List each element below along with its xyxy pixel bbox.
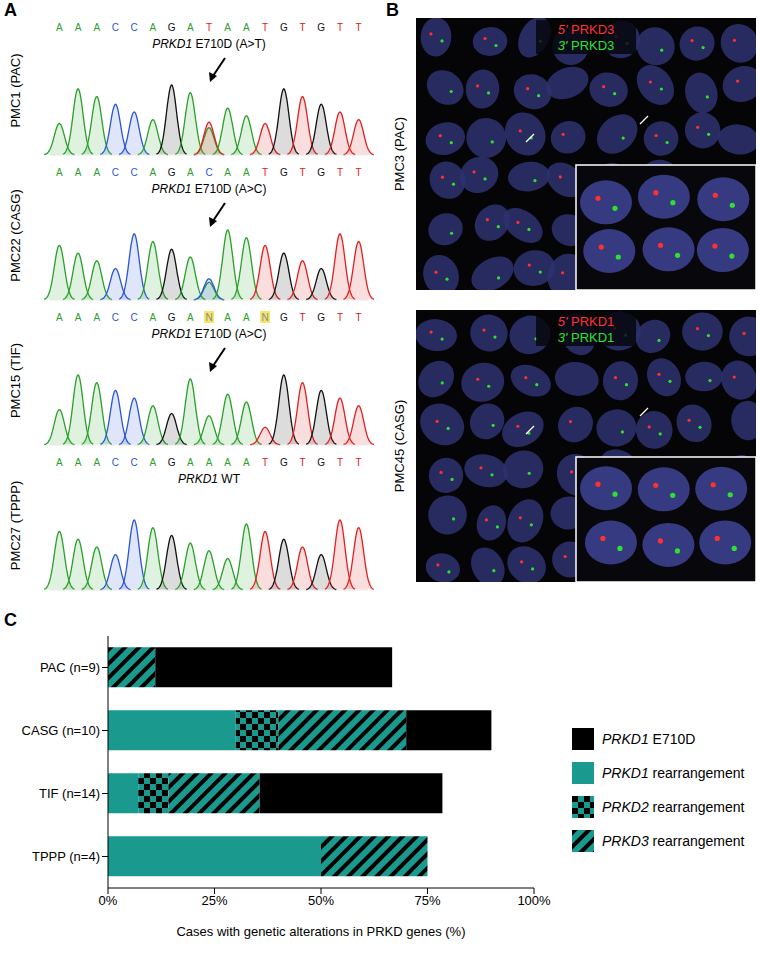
svg-text:A: A bbox=[150, 312, 157, 323]
svg-text:T: T bbox=[262, 167, 268, 178]
svg-text:50%: 50% bbox=[308, 893, 334, 908]
svg-text:C: C bbox=[131, 457, 138, 468]
svg-text:G: G bbox=[317, 457, 325, 468]
svg-text:PRKD1 E710D (A>C): PRKD1 E710D (A>C) bbox=[151, 327, 266, 341]
svg-text:G: G bbox=[168, 167, 176, 178]
svg-text:G: G bbox=[317, 167, 325, 178]
svg-text:A: A bbox=[93, 22, 100, 33]
svg-text:A: A bbox=[243, 167, 250, 178]
html-text:A: A bbox=[4, 0, 17, 20]
svg-text:3' PRKD1: 3' PRKD1 bbox=[558, 330, 615, 345]
svg-text:A: A bbox=[93, 167, 100, 178]
svg-text:A: A bbox=[243, 457, 250, 468]
svg-text:T: T bbox=[337, 312, 343, 323]
svg-text:A: A bbox=[93, 457, 100, 468]
svg-text:G: G bbox=[168, 22, 176, 33]
svg-text:C: C bbox=[112, 22, 119, 33]
svg-text:C: C bbox=[131, 22, 138, 33]
svg-text:PAC (n=9): PAC (n=9) bbox=[40, 660, 100, 675]
svg-text:A: A bbox=[56, 457, 63, 468]
svg-text:T: T bbox=[299, 312, 305, 323]
svg-text:C: C bbox=[112, 457, 119, 468]
svg-text:N: N bbox=[205, 312, 212, 323]
svg-text:A: A bbox=[75, 312, 82, 323]
svg-text:PRKD1 E710D: PRKD1 E710D bbox=[602, 731, 695, 747]
svg-text:A: A bbox=[150, 22, 157, 33]
svg-text:A: A bbox=[75, 167, 82, 178]
svg-text:T: T bbox=[337, 22, 343, 33]
svg-text:G: G bbox=[317, 312, 325, 323]
svg-text:A: A bbox=[224, 22, 231, 33]
svg-text:PRKD2 rearrangement: PRKD2 rearrangement bbox=[602, 799, 745, 815]
svg-text:A: A bbox=[56, 22, 63, 33]
svg-text:T: T bbox=[337, 457, 343, 468]
svg-text:A: A bbox=[150, 457, 157, 468]
svg-text:C: C bbox=[131, 312, 138, 323]
svg-text:A: A bbox=[187, 457, 194, 468]
svg-text:PMC1 (PAC): PMC1 (PAC) bbox=[8, 53, 23, 127]
svg-text:C: C bbox=[112, 167, 119, 178]
svg-text:100%: 100% bbox=[517, 893, 551, 908]
svg-text:A: A bbox=[187, 312, 194, 323]
svg-text:A: A bbox=[243, 312, 250, 323]
svg-text:T: T bbox=[337, 167, 343, 178]
svg-text:TIF (n=14): TIF (n=14) bbox=[39, 786, 100, 801]
svg-text:T: T bbox=[356, 457, 362, 468]
svg-text:PRKD1 rearrangement: PRKD1 rearrangement bbox=[602, 765, 745, 781]
svg-text:N: N bbox=[262, 312, 269, 323]
svg-text:PMC15 (TIF): PMC15 (TIF) bbox=[8, 343, 23, 418]
svg-text:G: G bbox=[280, 312, 288, 323]
svg-text:5' PRKD1: 5' PRKD1 bbox=[558, 314, 615, 329]
svg-text:PRKD1 E710D (A>C): PRKD1 E710D (A>C) bbox=[151, 182, 266, 196]
svg-text:G: G bbox=[317, 22, 325, 33]
svg-text:C: C bbox=[112, 312, 119, 323]
svg-text:A: A bbox=[187, 167, 194, 178]
svg-text:PMC45 (CASG): PMC45 (CASG) bbox=[392, 400, 407, 492]
svg-text:TPPP (n=4): TPPP (n=4) bbox=[32, 849, 100, 864]
svg-text:PMC22 (CASG): PMC22 (CASG) bbox=[8, 189, 23, 281]
svg-text:PMC27 (TPPP): PMC27 (TPPP) bbox=[8, 481, 23, 571]
svg-text:T: T bbox=[356, 312, 362, 323]
svg-text:G: G bbox=[280, 167, 288, 178]
svg-text:T: T bbox=[299, 457, 305, 468]
html-text:C: C bbox=[4, 610, 17, 630]
svg-text:T: T bbox=[299, 22, 305, 33]
svg-text:A: A bbox=[224, 312, 231, 323]
svg-text:A: A bbox=[56, 312, 63, 323]
svg-text:75%: 75% bbox=[414, 893, 440, 908]
svg-text:G: G bbox=[280, 22, 288, 33]
svg-text:A: A bbox=[93, 312, 100, 323]
svg-text:G: G bbox=[280, 457, 288, 468]
svg-text:T: T bbox=[356, 22, 362, 33]
svg-text:PRKD3 rearrangement: PRKD3 rearrangement bbox=[602, 833, 745, 849]
svg-text:A: A bbox=[56, 167, 63, 178]
svg-text:A: A bbox=[206, 457, 213, 468]
svg-text:A: A bbox=[224, 167, 231, 178]
svg-text:PMC3 (PAC): PMC3 (PAC) bbox=[392, 117, 407, 191]
svg-text:A: A bbox=[150, 167, 157, 178]
svg-text:Cases with genetic alterations: Cases with genetic alterations in PRKD g… bbox=[176, 924, 465, 939]
svg-text:0%: 0% bbox=[99, 893, 118, 908]
svg-text:G: G bbox=[168, 312, 176, 323]
svg-text:25%: 25% bbox=[201, 893, 227, 908]
svg-text:T: T bbox=[262, 457, 268, 468]
svg-text:PRKD1 E710D (A>T): PRKD1 E710D (A>T) bbox=[152, 37, 266, 51]
svg-text:A: A bbox=[75, 457, 82, 468]
svg-text:C: C bbox=[205, 167, 212, 178]
svg-text:A: A bbox=[224, 457, 231, 468]
svg-text:A: A bbox=[187, 22, 194, 33]
svg-text:T: T bbox=[206, 22, 212, 33]
svg-text:T: T bbox=[356, 167, 362, 178]
svg-text:3' PRKD3: 3' PRKD3 bbox=[558, 38, 615, 53]
svg-text:C: C bbox=[131, 167, 138, 178]
html-text:B: B bbox=[386, 0, 399, 20]
svg-text:A: A bbox=[243, 22, 250, 33]
svg-text:G: G bbox=[168, 457, 176, 468]
svg-text:T: T bbox=[262, 22, 268, 33]
svg-text:A: A bbox=[75, 22, 82, 33]
svg-text:5' PRKD3: 5' PRKD3 bbox=[558, 22, 615, 37]
svg-text:T: T bbox=[299, 167, 305, 178]
svg-text:CASG (n=10): CASG (n=10) bbox=[22, 723, 100, 738]
svg-text:PRKD1 WT: PRKD1 WT bbox=[178, 472, 241, 486]
